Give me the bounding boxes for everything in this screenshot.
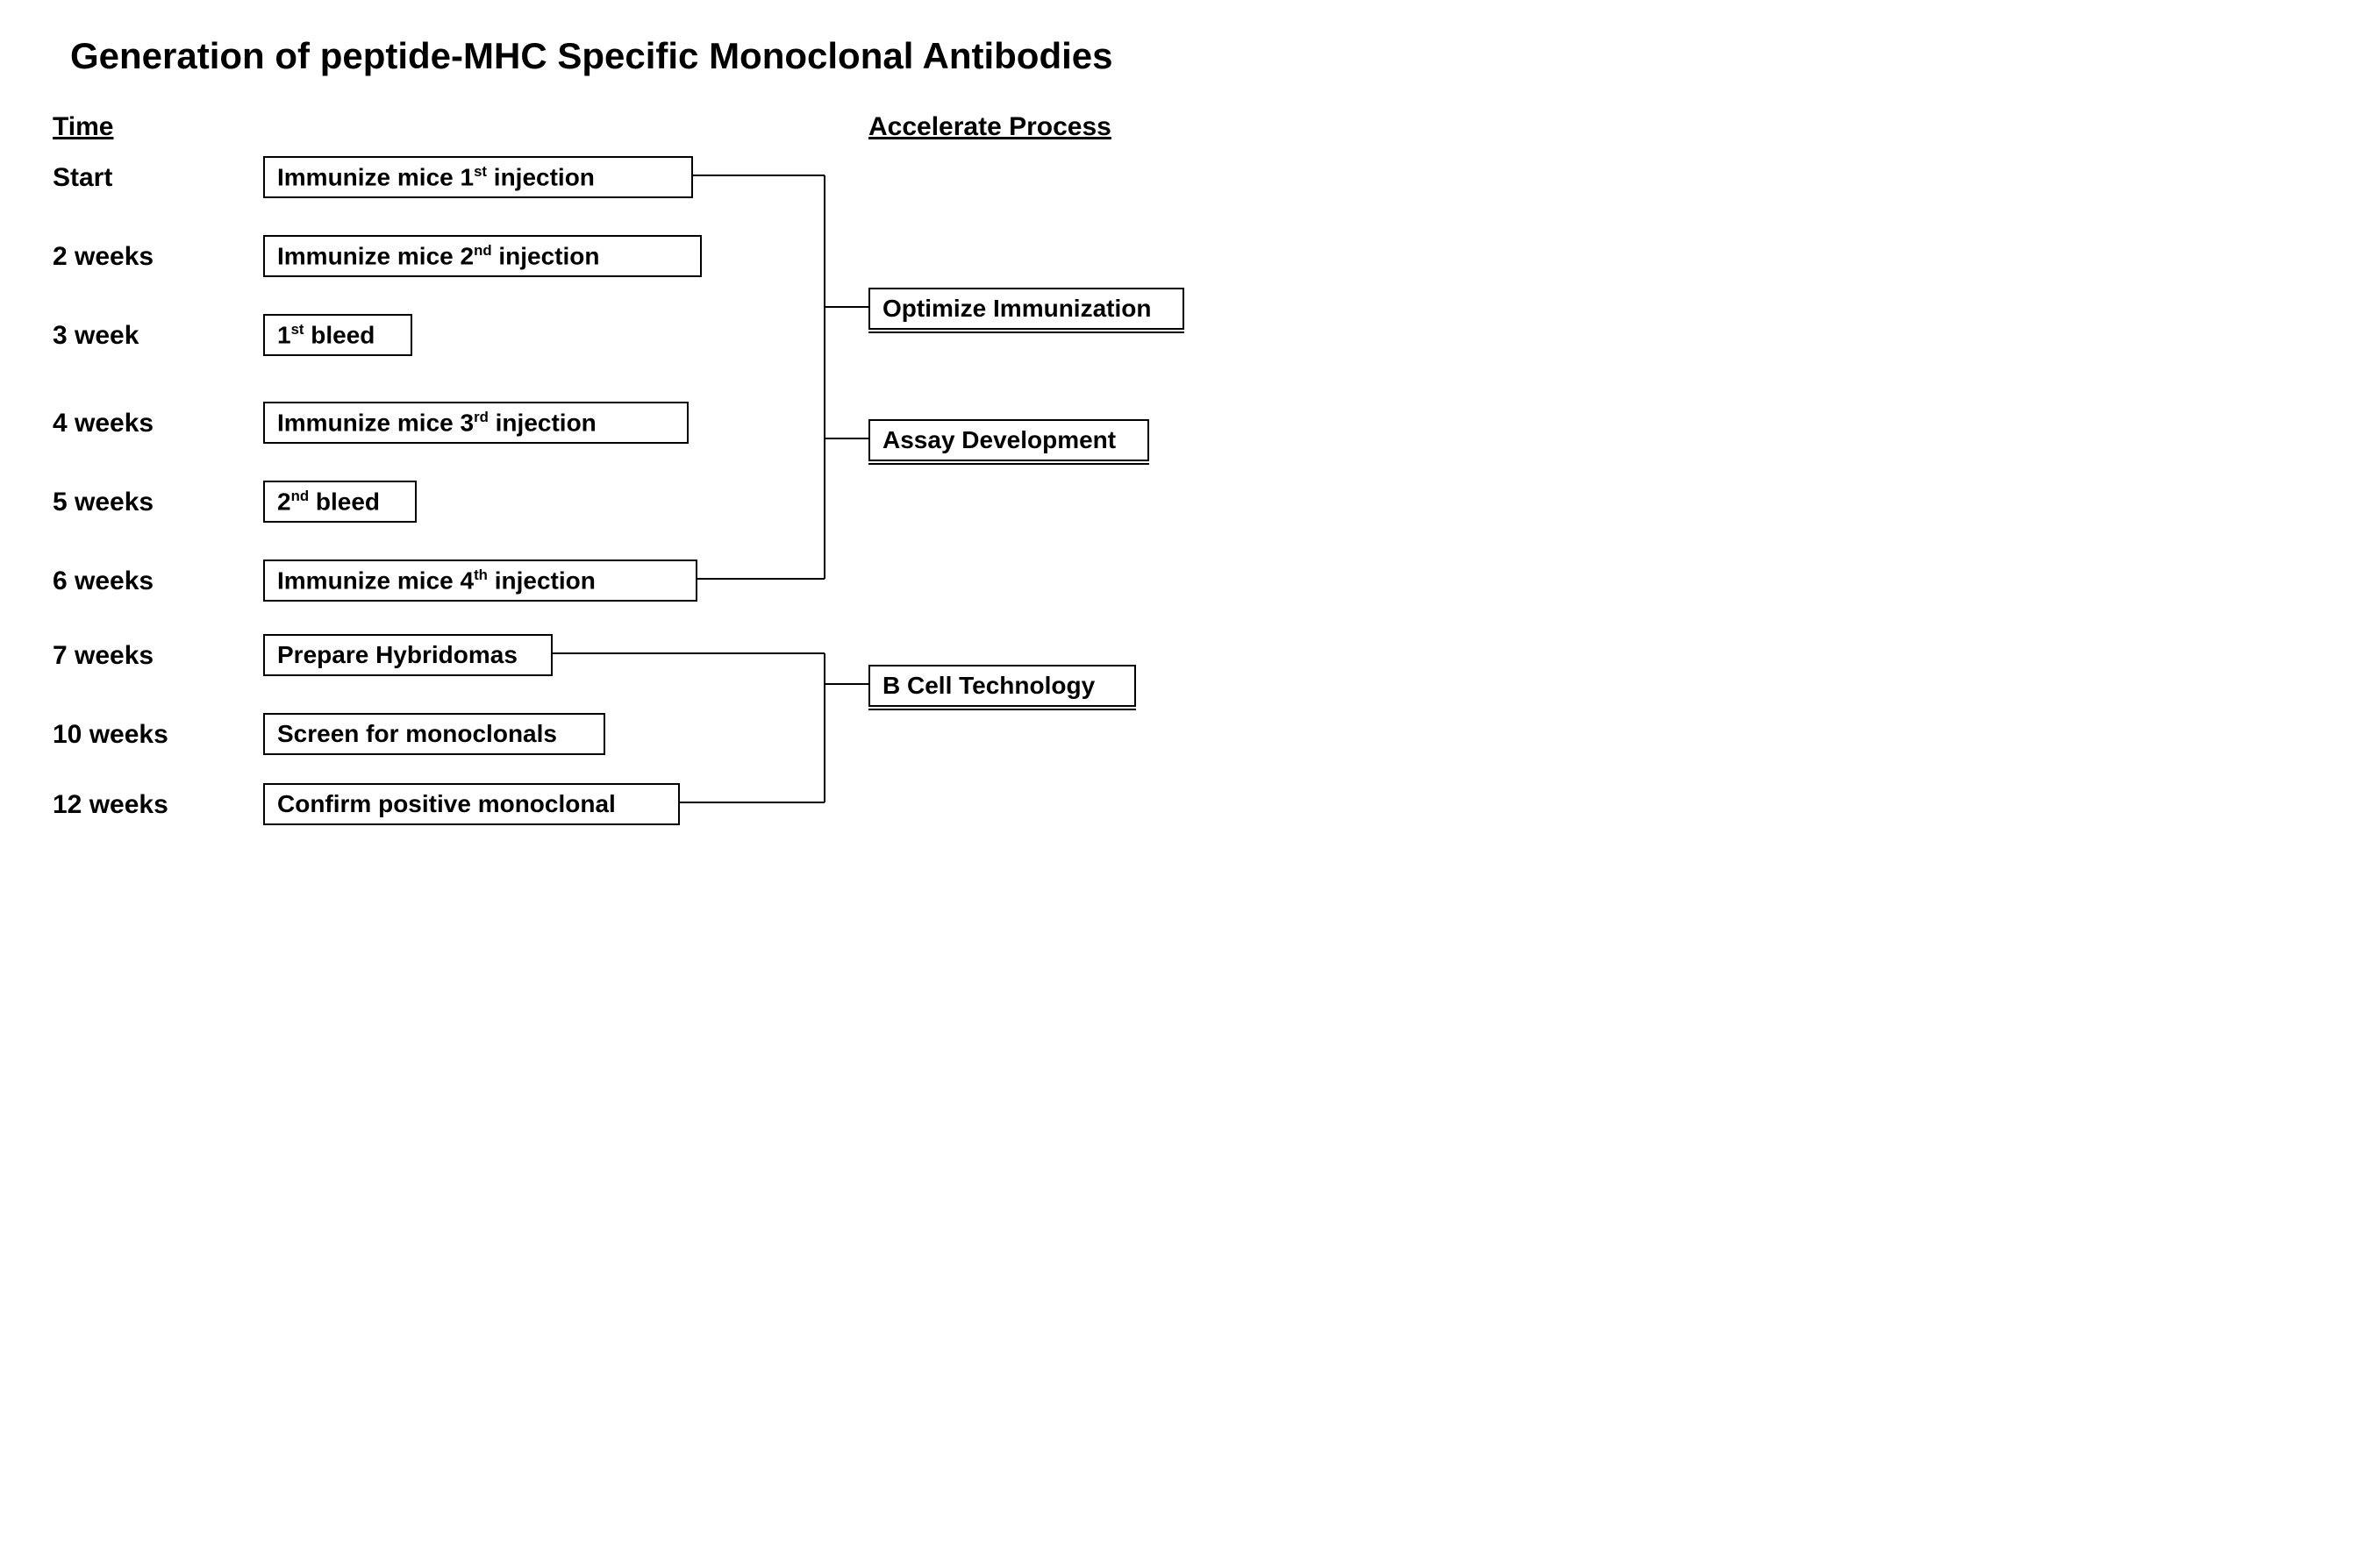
step-box: Immunize mice 1st injection	[263, 156, 693, 198]
accelerate-underline	[868, 463, 1149, 465]
time-label: 12 weeks	[53, 790, 168, 820]
page-title: Generation of peptide-MHC Specific Monoc…	[70, 35, 2305, 77]
step-box: Immunize mice 3rd injection	[263, 402, 689, 444]
accelerate-underline	[868, 331, 1184, 333]
step-box: Confirm positive monoclonal	[263, 783, 680, 825]
flowchart-container: Time Accelerate Process Start Immunize mi…	[53, 103, 1237, 858]
step-box: Immunize mice 4th injection	[263, 559, 697, 602]
time-label: 2 weeks	[53, 242, 154, 272]
step-box: Screen for monoclonals	[263, 713, 605, 755]
accelerate-column-header: Accelerate Process	[868, 112, 1111, 142]
step-box: 1st bleed	[263, 314, 412, 356]
step-box: Immunize mice 2nd injection	[263, 235, 702, 277]
connector-lines	[53, 103, 1237, 858]
time-label: 6 weeks	[53, 567, 154, 596]
accelerate-box: B Cell Technology	[868, 665, 1136, 707]
time-label: 4 weeks	[53, 409, 154, 438]
time-label: 10 weeks	[53, 720, 168, 750]
accelerate-underline	[868, 709, 1136, 710]
time-label: Start	[53, 163, 112, 193]
time-label: 7 weeks	[53, 641, 154, 671]
step-box: Prepare Hybridomas	[263, 634, 553, 676]
time-label: 3 week	[53, 321, 139, 351]
time-label: 5 weeks	[53, 488, 154, 517]
time-column-header: Time	[53, 112, 113, 142]
step-box: 2nd bleed	[263, 481, 417, 523]
accelerate-box: Optimize Immunization	[868, 288, 1184, 330]
accelerate-box: Assay Development	[868, 419, 1149, 461]
